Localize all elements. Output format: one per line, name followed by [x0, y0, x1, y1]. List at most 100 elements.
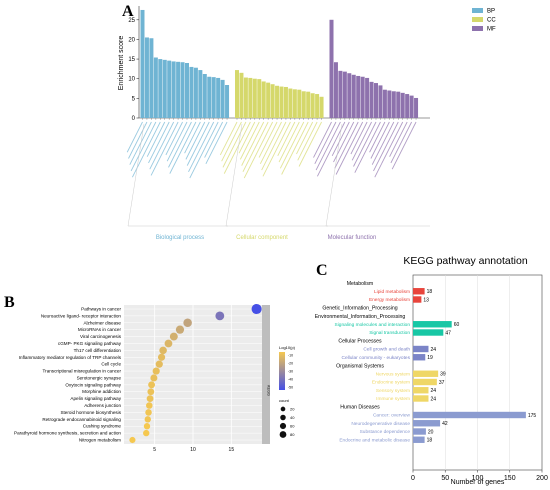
data-point: [147, 388, 155, 396]
bar-mf: [391, 91, 396, 118]
bar-bp: [167, 60, 172, 118]
data-point: [215, 311, 225, 321]
legend-label: MF: [487, 27, 496, 33]
y-tick-label: 15: [128, 57, 135, 63]
x-tick-label: [390, 121, 413, 164]
x-tick-label: [351, 121, 372, 161]
bar-cc: [288, 88, 293, 118]
size-legend-dot: [279, 422, 287, 430]
x-tick-label: [149, 121, 175, 170]
bar-bp: [193, 67, 198, 118]
bar-mf: [387, 90, 392, 118]
bar-mf: [338, 70, 343, 118]
size-legend-label: 40: [290, 415, 295, 420]
bar-bp: [180, 62, 185, 118]
x-tick-label: [296, 121, 314, 155]
x-tick-label: [150, 121, 179, 176]
bar-value-label: 18: [427, 438, 433, 444]
x-tick-label: [205, 121, 228, 165]
bar-cc: [279, 86, 284, 118]
bar-mf: [378, 85, 383, 118]
bar-mf: [409, 95, 414, 118]
bar-bp: [171, 61, 176, 118]
bar-mf: [329, 19, 334, 118]
bar-mf: [414, 97, 419, 118]
color-legend-tick: -30: [288, 369, 293, 373]
size-legend-title: count: [279, 398, 290, 403]
bar-mf: [369, 81, 374, 118]
bar-value-label: 39: [440, 372, 446, 378]
bar: [413, 321, 452, 328]
bar-value-label: 20: [428, 429, 434, 435]
bar-cc: [252, 78, 257, 118]
bar-bp: [149, 38, 154, 118]
bar: [413, 395, 429, 402]
facet-strip: [262, 305, 270, 444]
x-tick-label: [239, 121, 260, 160]
y-tick-label: 10: [128, 77, 135, 83]
pathway-label: Cellular community - eukaryotes: [341, 355, 410, 361]
x-tick-label: [241, 121, 265, 166]
x-tick-label: [129, 121, 152, 165]
x-tick-label: [261, 121, 287, 171]
x-tick-label: [281, 121, 309, 175]
x-tick-label: [369, 121, 386, 153]
y-tick-label: Parathyroid hormone synthesis, secretion…: [14, 431, 121, 436]
bar-cc: [301, 91, 306, 118]
bar-cc: [275, 85, 280, 118]
data-point: [143, 423, 151, 430]
bar-value-label: 13: [423, 297, 429, 303]
size-legend-dot: [280, 406, 286, 412]
y-tick-label: 25: [128, 18, 135, 24]
category-header: Genetic_Information_Processing: [322, 306, 397, 312]
x-tick-label: [278, 121, 300, 163]
bar-mf: [360, 76, 365, 118]
y-tick-label: Adherens junction: [84, 403, 121, 408]
pathway-label: Sensory system: [376, 388, 410, 394]
x-tick-label: 100: [472, 475, 484, 482]
bar-bp: [202, 74, 207, 118]
x-tick-label: [243, 121, 274, 179]
x-tick-label: [221, 121, 242, 162]
category-header: Cellular Processes: [338, 339, 382, 345]
x-tick-label: [166, 121, 188, 162]
color-legend-tick: -40: [288, 377, 293, 381]
x-tick-label: [258, 121, 278, 158]
bar-cc: [292, 89, 297, 118]
data-point: [129, 436, 136, 444]
bar-value-label: 37: [439, 380, 445, 386]
bar-mf: [400, 92, 405, 118]
y-tick-label: Morphine addiction: [82, 389, 121, 394]
bar-cc: [261, 81, 266, 118]
data-point: [150, 374, 158, 382]
x-tick-label: [335, 121, 364, 175]
x-tick-label: 150: [504, 475, 516, 482]
bar-cc: [235, 70, 239, 118]
x-tick-label: [354, 121, 381, 173]
y-tick-label: Viral carcinogenesis: [80, 334, 122, 339]
x-tick-label: [313, 121, 332, 158]
y-tick-label: Apelin signaling pathway: [70, 396, 121, 401]
x-tick-label: [130, 121, 157, 172]
x-tick-label: [131, 121, 161, 178]
bar-bp: [198, 70, 203, 118]
bar-mf: [342, 71, 347, 118]
bar-mf: [405, 94, 410, 118]
x-tick-label: [373, 121, 399, 172]
y-tick-label: Neuroactive ligand- receptor interaction: [41, 313, 122, 318]
data-point: [146, 402, 153, 409]
data-point: [146, 395, 154, 403]
x-tick-label: [262, 121, 291, 177]
group-bracket: [325, 123, 430, 227]
bar-mf: [347, 73, 352, 118]
pathway-label: Immune system: [376, 396, 410, 402]
bar-bp: [162, 59, 167, 118]
bar: [413, 420, 441, 427]
x-tick-label: [316, 121, 346, 177]
category-header: Human Diseases: [340, 405, 380, 411]
panel-c-letter: C: [316, 262, 328, 279]
bar-value-label: 175: [528, 413, 537, 419]
pathway-label: Lipid metabolism: [374, 289, 410, 295]
bar: [413, 354, 426, 361]
color-legend-title: Log10(p): [279, 345, 296, 350]
